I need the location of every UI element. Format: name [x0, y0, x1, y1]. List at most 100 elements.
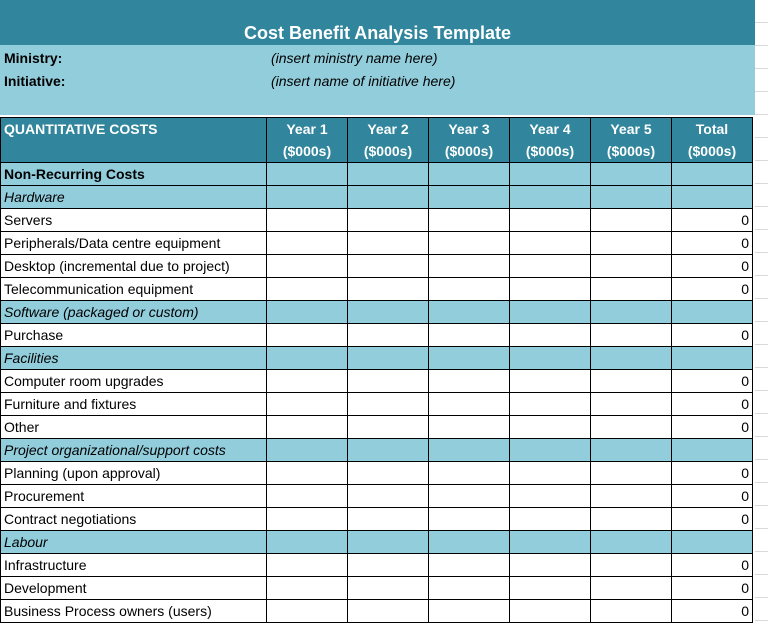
row-label-cell[interactable]: Infrastructure	[0, 553, 267, 577]
year-4-cell[interactable]	[509, 231, 591, 255]
year-3-cell[interactable]	[428, 484, 510, 508]
year-3-cell[interactable]	[428, 461, 510, 485]
year-1-cell[interactable]	[266, 576, 348, 600]
year-4-cell[interactable]	[509, 599, 591, 623]
year-2-cell[interactable]	[347, 553, 429, 577]
ministry-label[interactable]: Ministry:	[4, 50, 63, 66]
year-3-cell[interactable]	[428, 323, 510, 347]
year-3-cell[interactable]	[428, 507, 510, 531]
row-label-cell[interactable]: Hardware	[0, 185, 267, 209]
row-label-cell[interactable]: Project organizational/support costs	[0, 438, 267, 462]
year-1-cell[interactable]	[266, 277, 348, 301]
year-5-cell[interactable]	[590, 323, 672, 347]
row-label-cell[interactable]: Development	[0, 576, 267, 600]
year-5-cell[interactable]	[590, 254, 672, 278]
year-4-cell[interactable]	[509, 392, 591, 416]
row-label-cell[interactable]: Furniture and fixtures	[0, 392, 267, 416]
total-cell[interactable]: 0	[671, 392, 753, 416]
year-5-cell[interactable]	[590, 530, 672, 554]
year-3-cell[interactable]	[428, 369, 510, 393]
total-cell[interactable]: 0	[671, 484, 753, 508]
year-2-cell[interactable]	[347, 231, 429, 255]
year-2-cell[interactable]	[347, 484, 429, 508]
year-4-cell[interactable]	[509, 576, 591, 600]
column-header-year-5[interactable]: Year 5 ($000s)	[590, 117, 672, 163]
year-3-cell[interactable]	[428, 185, 510, 209]
year-4-cell[interactable]	[509, 208, 591, 232]
year-5-cell[interactable]	[590, 392, 672, 416]
year-3-cell[interactable]	[428, 231, 510, 255]
year-2-cell[interactable]	[347, 185, 429, 209]
year-5-cell[interactable]	[590, 369, 672, 393]
year-1-cell[interactable]	[266, 530, 348, 554]
total-cell[interactable]: 0	[671, 553, 753, 577]
year-5-cell[interactable]	[590, 438, 672, 462]
year-5-cell[interactable]	[590, 162, 672, 186]
row-label-cell[interactable]: Contract negotiations	[0, 507, 267, 531]
total-cell[interactable]	[671, 300, 753, 324]
year-2-cell[interactable]	[347, 392, 429, 416]
year-5-cell[interactable]	[590, 507, 672, 531]
year-5-cell[interactable]	[590, 208, 672, 232]
year-5-cell[interactable]	[590, 231, 672, 255]
column-header-year-1[interactable]: Year 1 ($000s)	[266, 117, 348, 163]
total-cell[interactable]: 0	[671, 254, 753, 278]
year-3-cell[interactable]	[428, 254, 510, 278]
year-3-cell[interactable]	[428, 277, 510, 301]
year-2-cell[interactable]	[347, 346, 429, 370]
year-5-cell[interactable]	[590, 277, 672, 301]
year-1-cell[interactable]	[266, 438, 348, 462]
year-4-cell[interactable]	[509, 461, 591, 485]
year-4-cell[interactable]	[509, 415, 591, 439]
year-3-cell[interactable]	[428, 576, 510, 600]
year-4-cell[interactable]	[509, 438, 591, 462]
year-2-cell[interactable]	[347, 461, 429, 485]
year-4-cell[interactable]	[509, 323, 591, 347]
year-4-cell[interactable]	[509, 277, 591, 301]
row-label-cell[interactable]: Peripherals/Data centre equipment	[0, 231, 267, 255]
ministry-value[interactable]: (insert ministry name here)	[271, 50, 438, 66]
year-3-cell[interactable]	[428, 530, 510, 554]
year-3-cell[interactable]	[428, 208, 510, 232]
total-cell[interactable]: 0	[671, 323, 753, 347]
column-header-year-2[interactable]: Year 2 ($000s)	[347, 117, 429, 163]
total-cell[interactable]: 0	[671, 599, 753, 623]
year-2-cell[interactable]	[347, 369, 429, 393]
total-cell[interactable]	[671, 438, 753, 462]
row-label-cell[interactable]: Non-Recurring Costs	[0, 162, 267, 186]
year-2-cell[interactable]	[347, 323, 429, 347]
initiative-label[interactable]: Initiative:	[4, 73, 66, 89]
year-1-cell[interactable]	[266, 415, 348, 439]
row-label-cell[interactable]: Procurement	[0, 484, 267, 508]
year-5-cell[interactable]	[590, 461, 672, 485]
total-cell[interactable]	[671, 162, 753, 186]
year-4-cell[interactable]	[509, 553, 591, 577]
year-1-cell[interactable]	[266, 346, 348, 370]
year-4-cell[interactable]	[509, 254, 591, 278]
year-4-cell[interactable]	[509, 507, 591, 531]
year-2-cell[interactable]	[347, 599, 429, 623]
year-5-cell[interactable]	[590, 553, 672, 577]
row-label-cell[interactable]: Facilities	[0, 346, 267, 370]
year-5-cell[interactable]	[590, 300, 672, 324]
year-3-cell[interactable]	[428, 162, 510, 186]
total-cell[interactable]: 0	[671, 461, 753, 485]
row-label-cell[interactable]: Software (packaged or custom)	[0, 300, 267, 324]
year-4-cell[interactable]	[509, 484, 591, 508]
total-cell[interactable]: 0	[671, 231, 753, 255]
year-3-cell[interactable]	[428, 300, 510, 324]
year-1-cell[interactable]	[266, 553, 348, 577]
year-2-cell[interactable]	[347, 208, 429, 232]
column-header-year-4[interactable]: Year 4 ($000s)	[509, 117, 591, 163]
year-2-cell[interactable]	[347, 162, 429, 186]
year-1-cell[interactable]	[266, 254, 348, 278]
total-cell[interactable]: 0	[671, 415, 753, 439]
year-5-cell[interactable]	[590, 576, 672, 600]
year-1-cell[interactable]	[266, 231, 348, 255]
year-1-cell[interactable]	[266, 323, 348, 347]
year-1-cell[interactable]	[266, 162, 348, 186]
row-label-cell[interactable]: Telecommunication equipment	[0, 277, 267, 301]
year-2-cell[interactable]	[347, 277, 429, 301]
total-cell[interactable]: 0	[671, 507, 753, 531]
year-2-cell[interactable]	[347, 254, 429, 278]
